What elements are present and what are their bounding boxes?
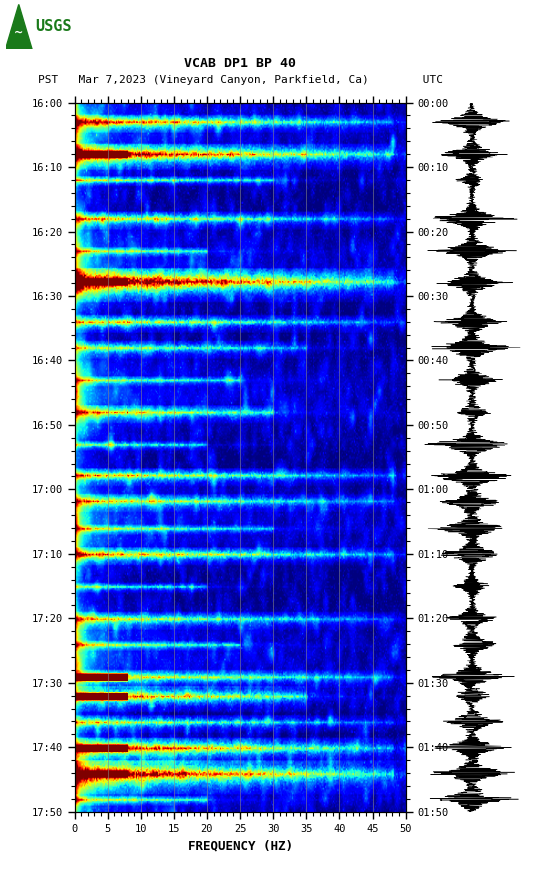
- Text: PST   Mar 7,2023 (Vineyard Canyon, Parkfield, Ca)        UTC: PST Mar 7,2023 (Vineyard Canyon, Parkfie…: [38, 75, 443, 85]
- Polygon shape: [6, 4, 32, 49]
- X-axis label: FREQUENCY (HZ): FREQUENCY (HZ): [188, 839, 293, 852]
- Text: VCAB DP1 BP 40: VCAB DP1 BP 40: [184, 56, 296, 70]
- Text: USGS: USGS: [35, 20, 72, 34]
- Text: ~: ~: [14, 28, 23, 37]
